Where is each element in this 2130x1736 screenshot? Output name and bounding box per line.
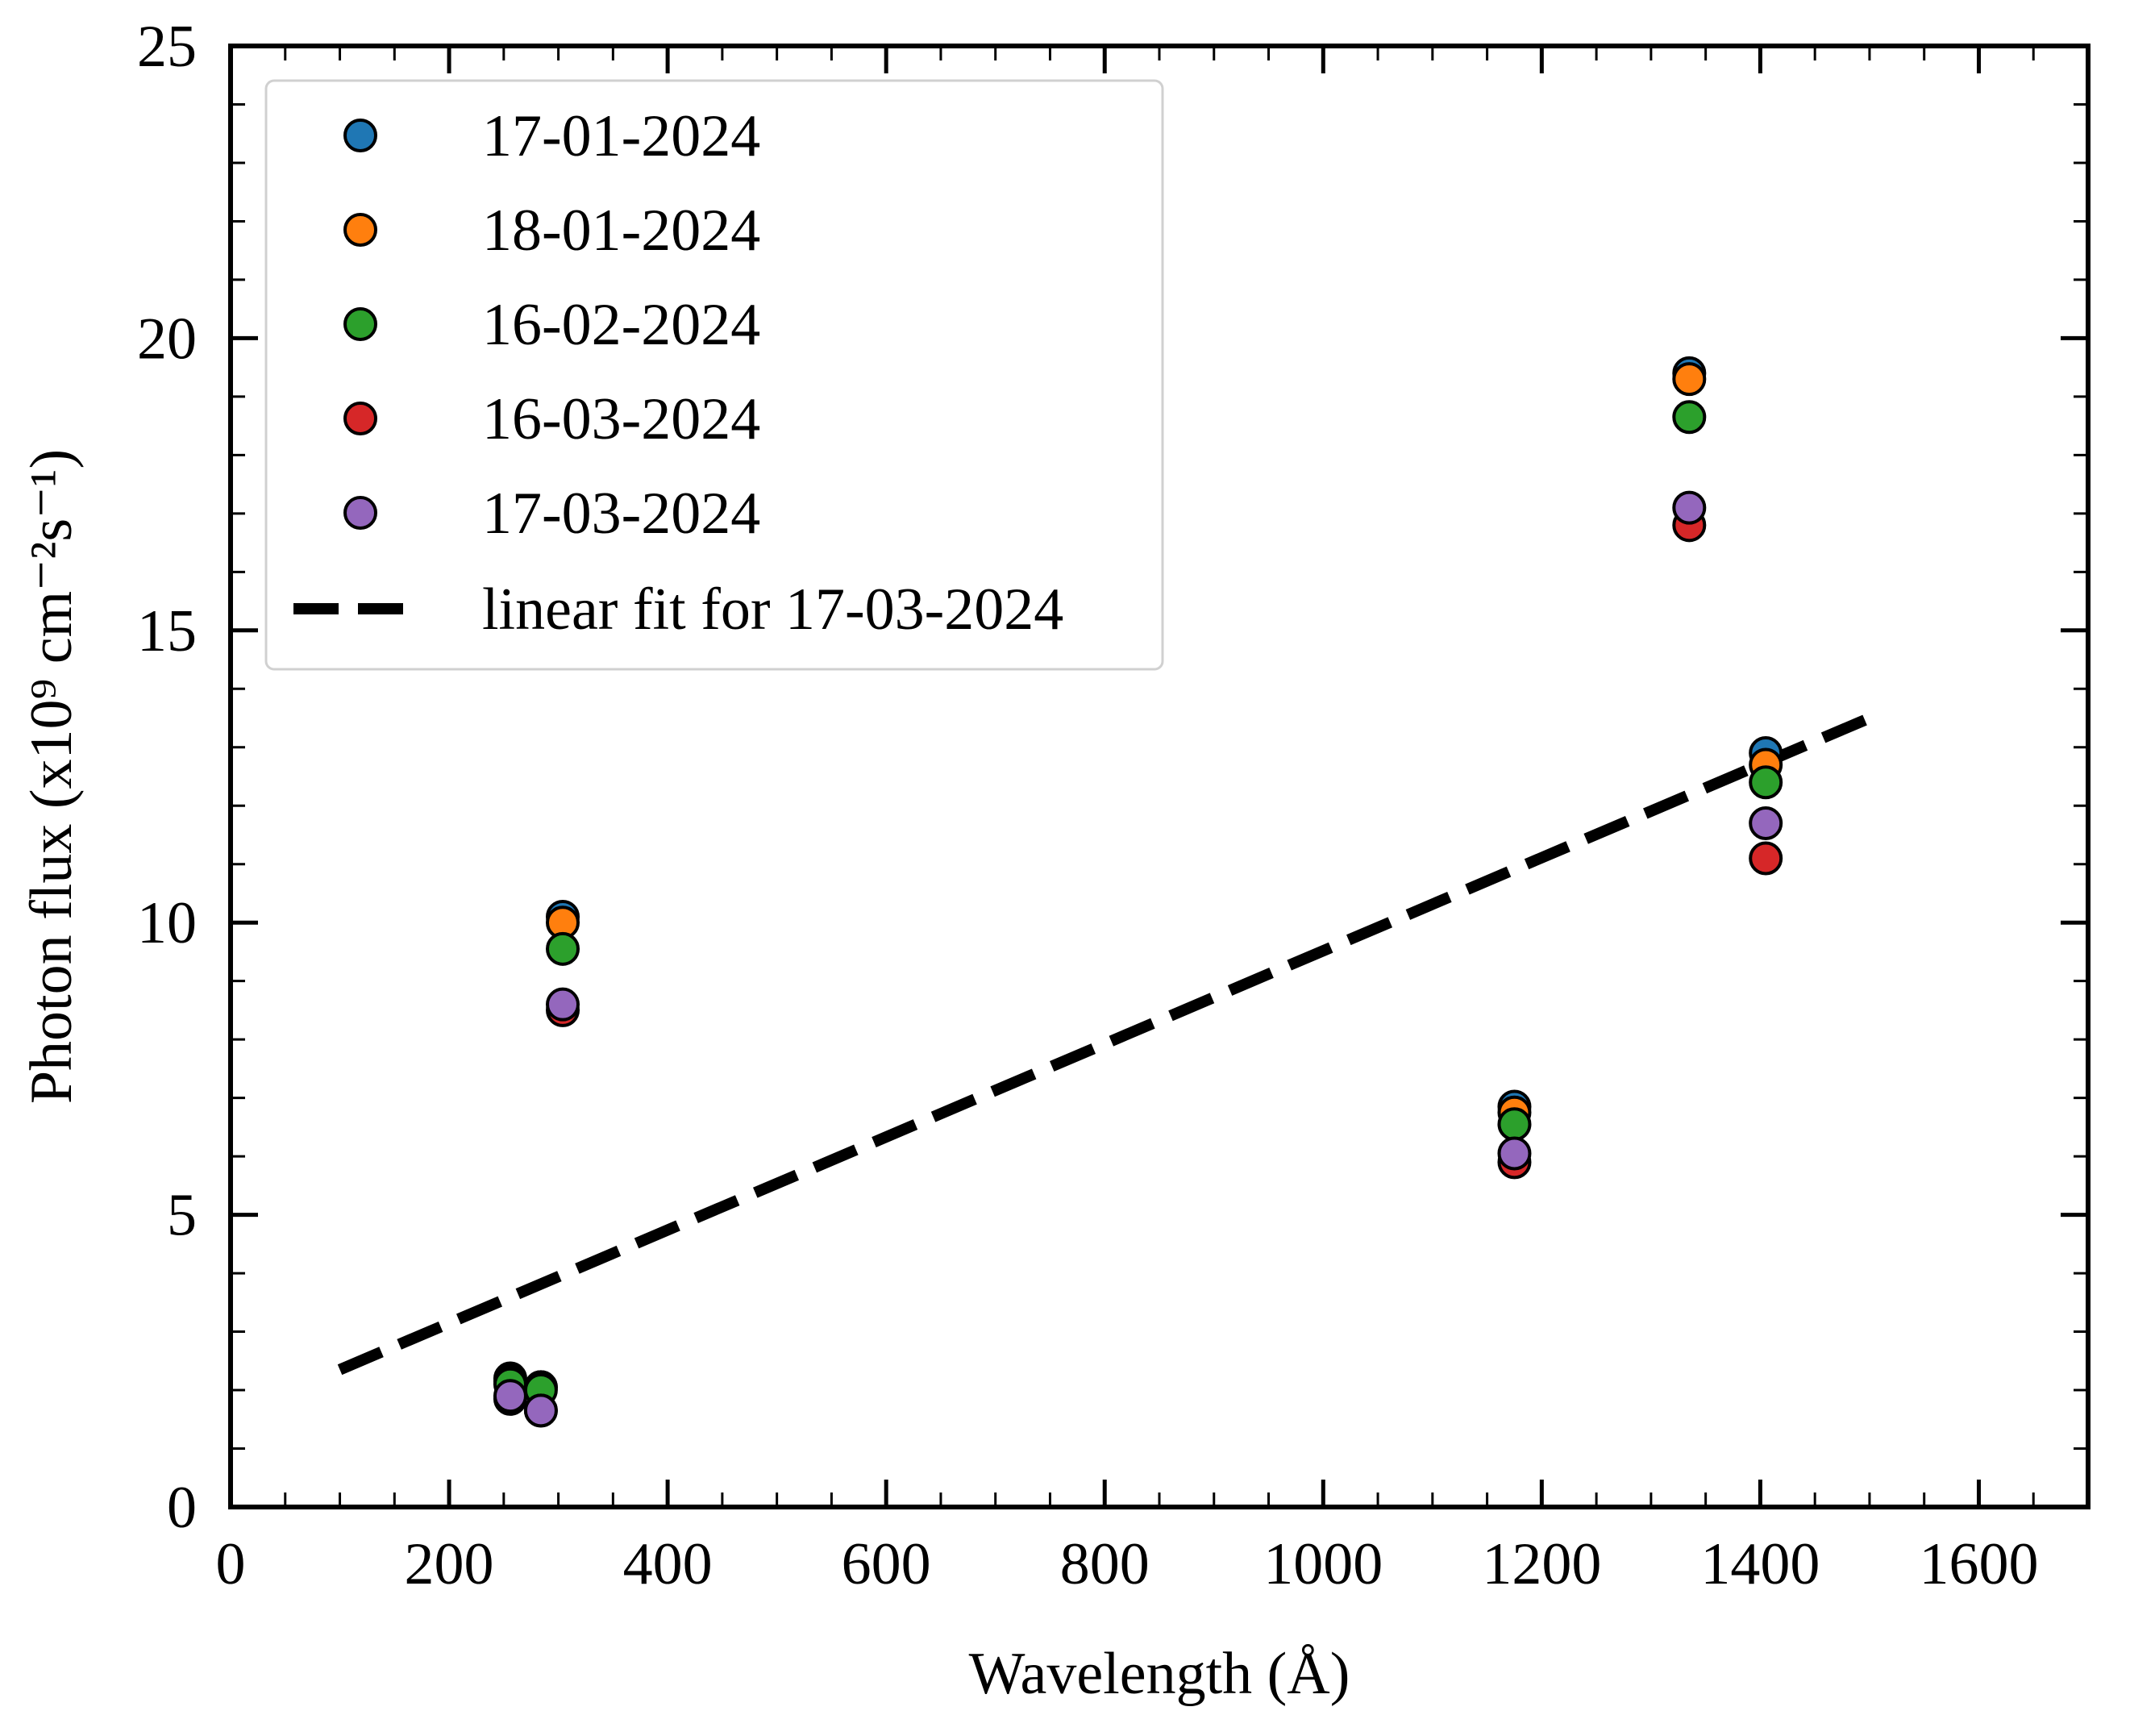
y-tick-label: 15 (137, 598, 197, 664)
data-point-17-03-2024 (1672, 490, 1707, 525)
x-tick-label: 1000 (1263, 1531, 1383, 1597)
data-point-18-01-2024 (1672, 362, 1707, 397)
x-tick-label: 1200 (1482, 1531, 1601, 1597)
legend-marker (343, 402, 377, 435)
x-tick-label: 1400 (1700, 1531, 1820, 1597)
linear-fit-line (337, 713, 1872, 1376)
axis-ticks (228, 44, 2090, 1509)
x-tick-label: 400 (623, 1531, 713, 1597)
data-point-16-02-2024 (1749, 765, 1783, 800)
data-point-17-03-2024 (1497, 1136, 1532, 1171)
x-tick-label: 200 (405, 1531, 494, 1597)
data-point-16-03-2024 (1749, 841, 1783, 876)
x-tick-labels: 0 200 400 600 800 1000 1200 1400 1600 (216, 1531, 2039, 1597)
y-tick-label: 0 (167, 1475, 197, 1541)
legend-label: 17-03-2024 (482, 481, 760, 547)
fit-layer (337, 713, 1872, 1376)
legend-label: 16-02-2024 (482, 292, 760, 358)
x-tick-label: 1600 (1919, 1531, 2038, 1597)
legend-label: linear fit for 17-03-2024 (482, 577, 1063, 643)
y-tick-label: 10 (137, 890, 197, 956)
x-tick-label: 800 (1060, 1531, 1150, 1597)
legend-marker (343, 307, 377, 341)
x-tick-label: 0 (216, 1531, 246, 1597)
data-point-16-02-2024 (1497, 1107, 1532, 1142)
data-points (493, 356, 1783, 1428)
legend: 17-01-2024 18-01-2024 16-02-2024 16-03-2024… (264, 79, 1164, 671)
y-tick-label: 20 (137, 306, 197, 372)
x-axis-label: Wavelength (Å) (969, 1641, 1350, 1707)
legend-marker (343, 119, 377, 152)
legend-label: 16-03-2024 (482, 386, 760, 452)
data-point-16-02-2024 (546, 931, 580, 966)
legend-box (264, 79, 1164, 671)
y-axis-label: Photon flux (x10⁹ cm⁻²s⁻¹) (19, 449, 85, 1104)
data-point-17-03-2024 (546, 987, 580, 1022)
y-tick-label: 5 (167, 1183, 197, 1249)
data-point-16-02-2024 (1672, 400, 1707, 435)
x-tick-label: 600 (842, 1531, 931, 1597)
legend-label: 17-01-2024 (482, 103, 760, 169)
legend-marker (343, 213, 377, 247)
y-tick-labels: 0 5 10 15 20 25 (137, 14, 197, 1541)
data-point-17-03-2024 (1749, 806, 1783, 840)
data-point-17-03-2024 (523, 1393, 558, 1428)
plot-area (228, 44, 2090, 1509)
legend-marker (343, 496, 377, 530)
legend-label: 18-01-2024 (482, 198, 760, 264)
data-point-17-03-2024 (493, 1379, 527, 1413)
y-tick-label: 25 (137, 14, 197, 80)
